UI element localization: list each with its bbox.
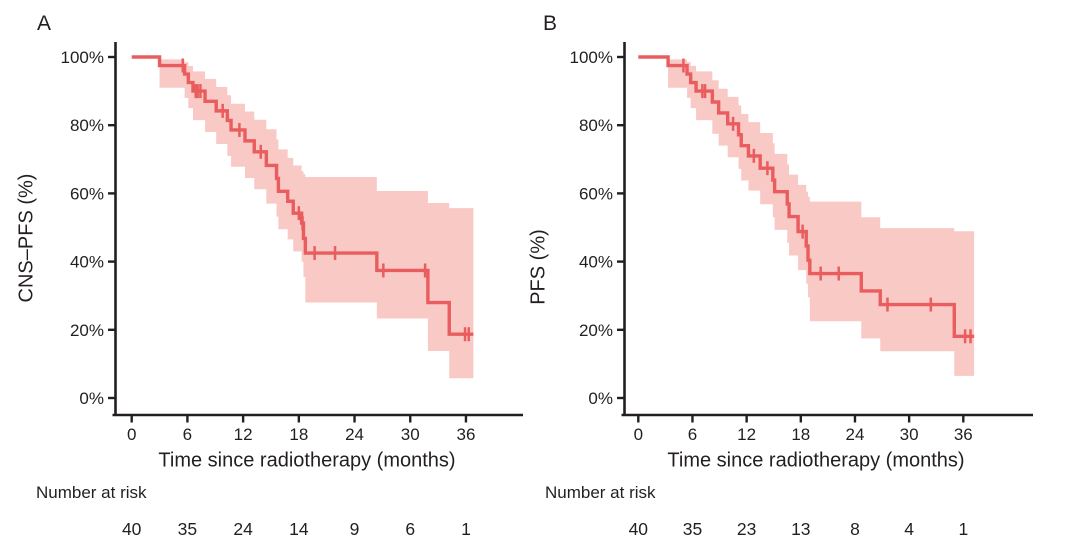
x-tick-label: 24	[846, 425, 865, 444]
y-tick-label: 100%	[570, 48, 613, 67]
y-tick-label: 100%	[61, 48, 104, 67]
risk-count: 35	[683, 519, 702, 539]
x-tick-label: 18	[791, 425, 810, 444]
y-tick-label: 60%	[579, 184, 613, 203]
risk-count: 35	[178, 519, 197, 539]
censor-ticks-a	[181, 58, 470, 342]
x-tick-label: 12	[234, 425, 253, 444]
x-tick-label: 18	[289, 425, 308, 444]
risk-table-b: 40 35 23 13 8 4 1	[629, 519, 969, 539]
x-tick-label: 30	[900, 425, 919, 444]
ci-band-b	[668, 59, 975, 376]
risk-count: 1	[461, 519, 471, 539]
y-tick-label: 0%	[588, 389, 613, 408]
risk-count: 40	[629, 519, 649, 539]
axes-a	[112, 42, 523, 417]
panel-a-x-axis-title: Time since radiotherapy (months)	[158, 449, 456, 472]
panel-a-y-axis-title: CNS–PFS (%)	[15, 173, 38, 303]
x-tick-label: 6	[183, 425, 192, 444]
panel-b-y-axis-title: PFS (%)	[527, 229, 550, 305]
panel-b-x-axis-title: Time since radiotherapy (months)	[667, 449, 965, 472]
risk-count: 8	[850, 519, 860, 539]
x-tick-label: 6	[688, 425, 697, 444]
x-tick-label: 0	[127, 425, 136, 444]
risk-count: 40	[122, 519, 142, 539]
risk-count: 23	[737, 519, 756, 539]
risk-table-a: 40 35 24 14 9 6 1	[122, 519, 471, 539]
y-tick-label: 80%	[70, 116, 104, 135]
y-tick-label: 80%	[579, 116, 613, 135]
x-tick-label: 36	[954, 425, 973, 444]
ci-band-a	[159, 59, 474, 379]
x-tick-label: 24	[345, 425, 364, 444]
risk-count: 1	[958, 519, 968, 539]
panel-b-letter: B	[543, 12, 558, 35]
risk-count: 13	[791, 519, 810, 539]
y-tick-label: 40%	[579, 253, 613, 272]
risk-count: 24	[233, 519, 253, 539]
y-tick-label: 60%	[70, 184, 104, 203]
x-tick-label: 0	[634, 425, 643, 444]
panel-a-letter: A	[37, 12, 52, 35]
y-tick-label: 20%	[70, 321, 104, 340]
survival-curve-a	[131, 55, 474, 336]
panel-b-number-at-risk-label: Number at risk	[545, 483, 656, 502]
x-tick-label: 30	[401, 425, 420, 444]
x-tick-label: 12	[737, 425, 756, 444]
risk-count: 9	[350, 519, 360, 539]
y-tick-label: 20%	[579, 321, 613, 340]
risk-count: 4	[904, 519, 914, 539]
risk-count: 14	[289, 519, 309, 539]
y-tick-label: 0%	[79, 389, 104, 408]
panel-a-number-at-risk-label: Number at risk	[36, 483, 147, 502]
km-panel-a: 0% 20% 40% 60% 80% 100% 0 6 12 18 24 30 36 40 35 24 14 9 6…	[61, 42, 523, 539]
x-tick-label: 36	[456, 425, 475, 444]
censor-ticks-b	[682, 58, 972, 344]
y-tick-label: 40%	[70, 253, 104, 272]
risk-count: 6	[405, 519, 415, 539]
